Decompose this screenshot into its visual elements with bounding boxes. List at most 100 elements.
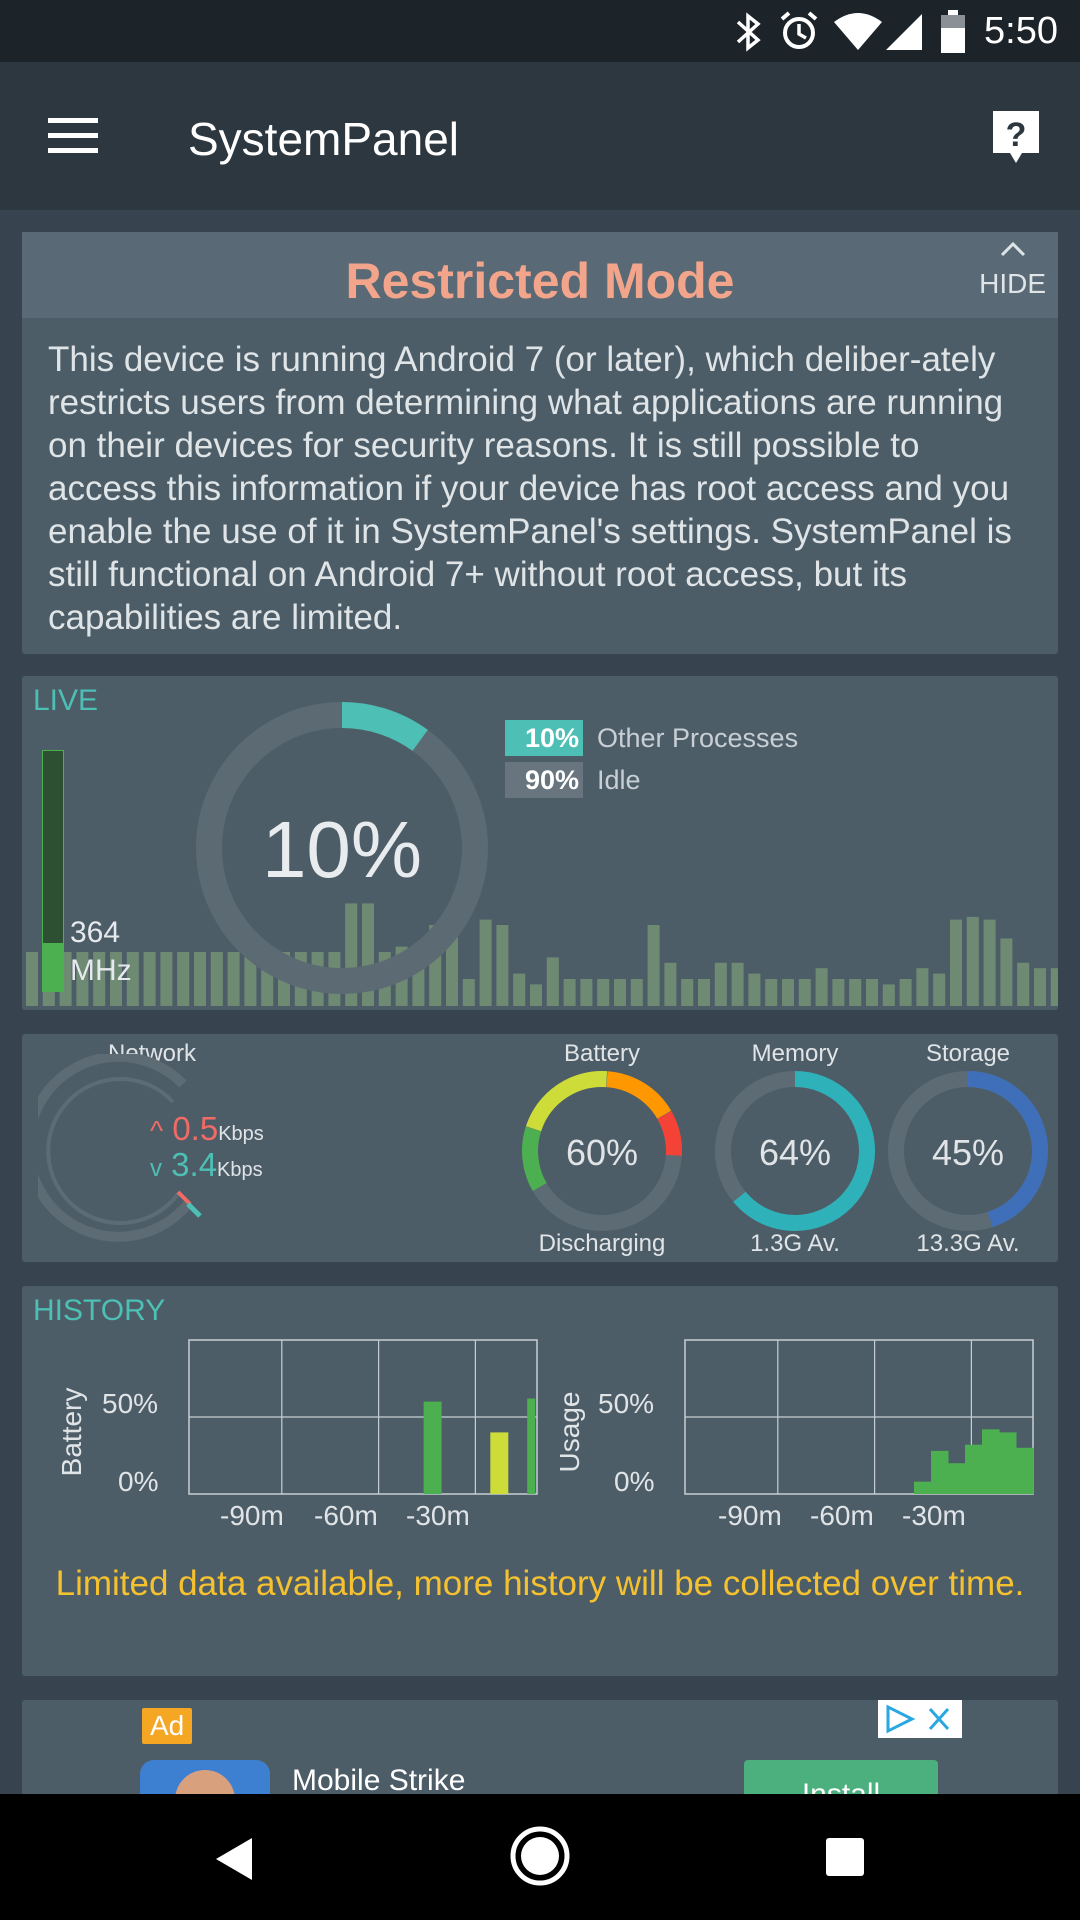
usage-chart-ytick-0: 0% xyxy=(614,1466,655,1497)
restricted-mode-title: Restricted Mode xyxy=(345,253,735,309)
network-upload: ^ 0.5Kbps xyxy=(150,1110,264,1148)
download-arrow-icon: v xyxy=(150,1155,162,1182)
battery-history-bar xyxy=(490,1432,509,1494)
frequency-value: 364 xyxy=(70,916,121,949)
cpu-history-bar xyxy=(563,979,576,1006)
restricted-mode-text: This device is running Android 7 (or lat… xyxy=(48,340,1012,637)
chevron-up-icon xyxy=(1001,241,1026,257)
cpu-history-bar xyxy=(714,962,727,1006)
memory-percent: 64% xyxy=(758,1132,832,1173)
usage-history-chart xyxy=(684,1339,1034,1495)
usage-history-bar xyxy=(1024,1447,1034,1494)
cpu-history-bar xyxy=(933,973,946,1006)
menu-icon[interactable] xyxy=(46,116,100,156)
network-upload-value: 0.5 xyxy=(172,1110,219,1147)
hide-button[interactable]: HIDE xyxy=(979,241,1046,300)
battery-chart-xtick-30: -30m xyxy=(406,1500,470,1531)
cpu-gauge xyxy=(196,702,488,994)
cpu-history-bar xyxy=(26,952,38,1006)
ad-choices-icon xyxy=(886,1704,950,1734)
signal-icon xyxy=(886,14,922,50)
memory-available: 1.3G Av. xyxy=(750,1230,840,1257)
usage-history-bar xyxy=(990,1429,1000,1494)
usage-history-bar xyxy=(1016,1447,1025,1494)
battery-label: Battery xyxy=(563,1040,641,1067)
cpu-history-bar xyxy=(143,952,156,1006)
ad-choices[interactable] xyxy=(878,1700,962,1738)
cpu-history-bar xyxy=(866,979,878,1006)
battery-chart-ytick-0: 0% xyxy=(118,1466,159,1497)
cpu-history-bar xyxy=(126,952,139,1006)
battery-chart-ylabel-wrap: Battery xyxy=(52,1376,92,1496)
cpu-history-bar xyxy=(815,968,828,1006)
cpu-history-bar xyxy=(966,916,979,1006)
app-bar: SystemPanel ? xyxy=(0,62,1080,210)
history-card: HISTORY Battery 50% 0% -90m -60m -30m Us… xyxy=(22,1286,1058,1676)
alarm-icon xyxy=(780,11,818,49)
usage-chart-ytick-50: 50% xyxy=(598,1388,655,1419)
cpu-history-bar xyxy=(849,979,862,1006)
cpu-history-bar xyxy=(1050,968,1058,1006)
cpu-history-bar xyxy=(748,973,761,1006)
restricted-mode-header: Restricted Mode HIDE xyxy=(22,232,1058,318)
live-label: LIVE xyxy=(33,684,99,717)
upload-arrow-icon: ^ xyxy=(150,1115,164,1146)
cpu-history-bar xyxy=(899,979,912,1006)
battery-chart-ytick-50: 50% xyxy=(102,1388,159,1419)
battery-status: Discharging xyxy=(538,1230,666,1257)
legend-other-processes-name: Other Processes xyxy=(597,723,799,753)
live-card: LIVE 364 MHz 10% 10% Other Processes 90%… xyxy=(22,676,1058,1010)
cpu-history-bar xyxy=(412,968,425,1006)
cpu-history-bar xyxy=(698,979,710,1006)
usage-history-bar xyxy=(982,1429,991,1494)
cpu-history-bar xyxy=(614,979,626,1006)
cpu-history-bar xyxy=(597,979,610,1006)
storage-label: Storage xyxy=(925,1040,1011,1067)
battery-gauge xyxy=(522,1071,682,1231)
cpu-history-bar xyxy=(110,952,122,1006)
usage-history-bar xyxy=(914,1481,923,1494)
battery-history-chart xyxy=(188,1339,538,1495)
legend-idle-percent: 90% xyxy=(505,762,583,798)
home-icon[interactable] xyxy=(508,1824,572,1888)
usage-chart-xtick-90: -90m xyxy=(718,1500,782,1531)
usage-history-bar xyxy=(999,1432,1008,1494)
frequency-unit: MHz xyxy=(70,954,132,987)
memory-gauge xyxy=(715,1071,875,1231)
usage-history-bar xyxy=(973,1444,983,1494)
storage-available: 13.3G Av. xyxy=(916,1230,1020,1257)
battery-history-bar xyxy=(527,1398,536,1494)
cpu-history-bar xyxy=(798,979,811,1006)
cpu-history-bar xyxy=(546,957,559,1006)
app-title: SystemPanel xyxy=(188,113,460,165)
usage-chart-ylabel-wrap: Usage xyxy=(550,1376,590,1496)
cpu-history-bar xyxy=(647,925,660,1006)
recents-icon[interactable] xyxy=(824,1836,866,1878)
cpu-history-bar xyxy=(950,919,962,1006)
battery-arc-lime xyxy=(522,1071,682,1231)
cpu-history-bar xyxy=(479,919,492,1006)
cpu-history-bar xyxy=(630,979,643,1006)
back-icon[interactable] xyxy=(212,1834,256,1884)
cpu-history-bar xyxy=(1034,968,1046,1006)
storage-percent: 45% xyxy=(931,1132,1005,1173)
memory-arc xyxy=(715,1071,875,1231)
ad-title[interactable]: Mobile Strike xyxy=(292,1764,466,1797)
usage-chart-xtick-30: -30m xyxy=(902,1500,966,1531)
cpu-history-bar xyxy=(160,952,173,1006)
network-download-unit: Kbps xyxy=(217,1159,263,1181)
cpu-history-bar xyxy=(496,925,509,1006)
stats-card: Network ^ 0.5Kbps v 3.4Kbps Battery 60% … xyxy=(22,1034,1058,1262)
usage-history-bar xyxy=(931,1450,940,1494)
legend-idle-name: Idle xyxy=(597,765,641,795)
help-icon[interactable]: ? xyxy=(990,108,1042,166)
usage-history-bar xyxy=(956,1463,966,1494)
storage-gauge xyxy=(888,1071,1048,1231)
history-notice: Limited data available, more history wil… xyxy=(55,1564,1025,1603)
cpu-history-bar xyxy=(76,952,89,1006)
frequency-meter-fill xyxy=(43,943,63,991)
svg-text:?: ? xyxy=(1006,116,1027,154)
restricted-mode-card: Restricted Mode HIDE This device is runn… xyxy=(22,232,1058,654)
cpu-gauge-arc xyxy=(196,702,488,994)
cpu-history-bar xyxy=(782,979,794,1006)
